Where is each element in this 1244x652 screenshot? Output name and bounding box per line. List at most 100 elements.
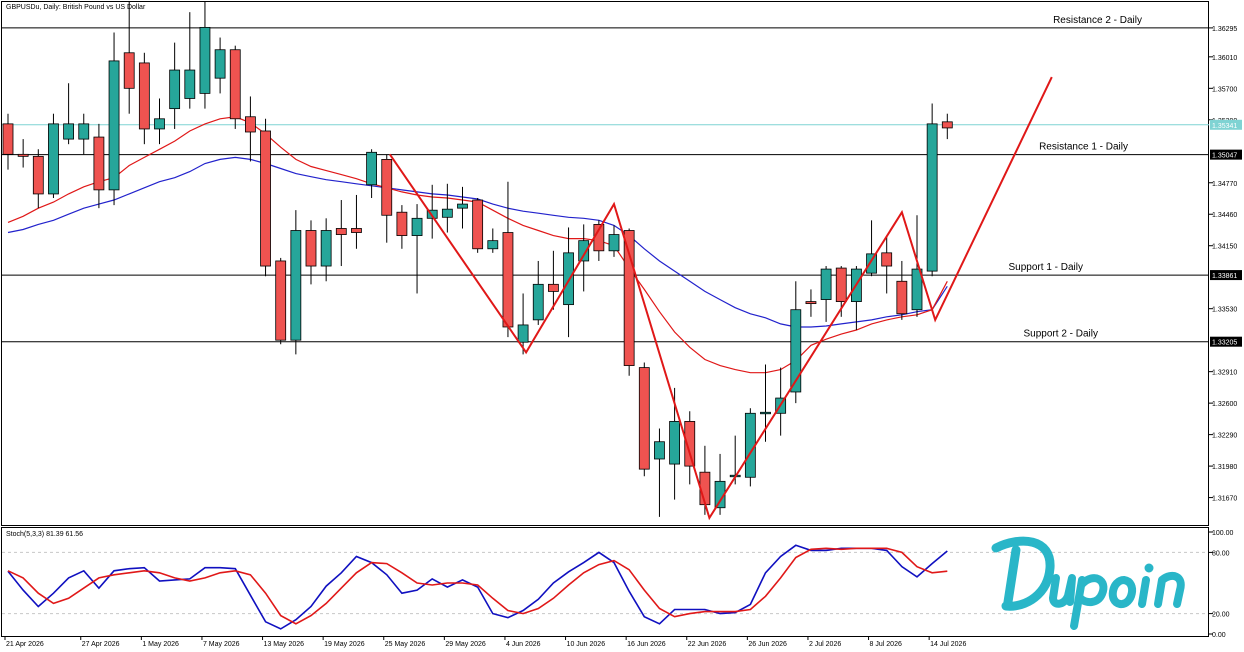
candle-body <box>457 203 468 209</box>
candle-body <box>790 309 802 393</box>
candle <box>517 293 529 355</box>
candle <box>108 32 120 206</box>
level-price-tag-label: 1.33205 <box>1212 340 1237 347</box>
chart-title: GBPUSDu, Daily: British Pound vs US Doll… <box>6 4 146 11</box>
stochastic-tick-label: 20.00 <box>1212 612 1230 619</box>
candle <box>866 220 877 277</box>
candle <box>487 228 499 253</box>
time-tick-label: 25 May 2026 <box>385 641 426 648</box>
stochastic-signal-line <box>7 547 948 625</box>
candle-body <box>623 230 635 366</box>
candle-body <box>123 52 135 89</box>
candle <box>123 2 135 114</box>
candle <box>214 37 226 94</box>
candle-body <box>63 123 74 140</box>
candle <box>169 42 181 129</box>
candle <box>805 289 817 317</box>
zigzag-line <box>388 76 1053 521</box>
candle-body <box>760 411 771 415</box>
time-tick-label: 21 Apr 2026 <box>6 641 44 648</box>
candle <box>78 113 90 155</box>
candle <box>820 266 832 322</box>
price-tick-label: 1.36010 <box>1212 55 1237 62</box>
time-tick-label: 10 Jun 2026 <box>567 641 606 648</box>
level-price-tag-label: 1.35047 <box>1212 153 1237 160</box>
candle <box>381 154 393 243</box>
level-labels-layer: Resistance 2 - Daily Resistance 1 - Daily… <box>1009 15 1142 340</box>
candle <box>608 225 620 257</box>
candle-body <box>32 155 44 195</box>
time-axis: 21 Apr 2026 27 Apr 2026 1 May 2026 7 May 20… <box>4 636 966 648</box>
level-label: Support 2 - Daily <box>1024 329 1098 340</box>
candle-body <box>17 153 29 157</box>
candle <box>93 123 105 209</box>
stochastic-tick-label: 0.00 <box>1212 632 1226 639</box>
price-tick-label: 1.34770 <box>1212 181 1237 188</box>
candle <box>154 98 165 145</box>
candle <box>351 194 362 249</box>
candle-body <box>866 253 877 274</box>
time-tick-label: 1 May 2026 <box>142 641 179 648</box>
candle <box>290 210 302 355</box>
stochastic-main-line <box>7 544 948 630</box>
candle <box>926 103 938 277</box>
candle <box>638 362 650 477</box>
candle-body <box>411 217 423 236</box>
candle-body <box>108 60 120 191</box>
candle-body <box>351 228 362 233</box>
candlesticks-layer <box>2 2 953 517</box>
candle-body <box>214 49 226 79</box>
candle <box>457 186 468 229</box>
candle <box>63 83 74 145</box>
level-price-tag-label: 1.33861 <box>1212 273 1237 280</box>
candle-body <box>199 26 211 94</box>
price-tick-label: 1.35700 <box>1212 86 1237 93</box>
price-tick-label: 1.31670 <box>1212 496 1237 503</box>
time-tick-label: 7 May 2026 <box>203 641 240 648</box>
price-axis: 1.362951.360101.357001.353901.347701.344… <box>1209 26 1242 503</box>
candle <box>366 149 378 198</box>
candle-body <box>260 130 271 267</box>
time-tick-label: 4 Jun 2026 <box>506 641 541 648</box>
candle <box>48 113 59 198</box>
candle-body <box>684 421 696 467</box>
candle <box>32 149 44 209</box>
candle-body <box>805 301 817 305</box>
candle-body <box>138 62 150 130</box>
price-tick-label: 1.34150 <box>1212 244 1237 251</box>
candle-body <box>835 267 847 302</box>
price-tick-label: 1.31980 <box>1212 464 1237 471</box>
candle <box>654 428 665 517</box>
level-label: Resistance 2 - Daily <box>1053 15 1142 26</box>
candle-body <box>517 324 529 343</box>
time-tick-label: 22 Jun 2026 <box>688 641 727 648</box>
dupoin-logo <box>991 536 1185 630</box>
candle-body <box>244 116 256 133</box>
current-price-tag <box>1210 119 1242 130</box>
candle-body <box>169 69 181 110</box>
candle <box>275 257 287 345</box>
candle <box>472 197 484 253</box>
candle-body <box>896 280 908 315</box>
price-tick-label: 1.36295 <box>1212 26 1237 33</box>
candle-body <box>744 412 756 478</box>
level-label: Support 1 - Daily <box>1009 262 1083 273</box>
candle <box>335 200 347 267</box>
candle-body <box>820 268 832 300</box>
time-tick-label: 16 Jun 2026 <box>627 641 666 648</box>
candle <box>790 281 802 404</box>
candle-body <box>441 208 453 218</box>
level-price-tag <box>1210 336 1242 347</box>
candle-body <box>532 283 544 321</box>
candle-body <box>911 268 923 311</box>
candle-body <box>381 159 393 216</box>
time-tick-label: 27 Apr 2026 <box>82 641 120 648</box>
candle-body <box>563 252 574 306</box>
stochastic-lines-layer <box>2 544 1208 630</box>
candle-body <box>320 230 332 267</box>
candle-body <box>487 240 499 250</box>
candle-body <box>93 136 105 191</box>
candle-body <box>608 234 620 252</box>
candle-body <box>926 123 938 272</box>
candle-body <box>548 283 559 292</box>
